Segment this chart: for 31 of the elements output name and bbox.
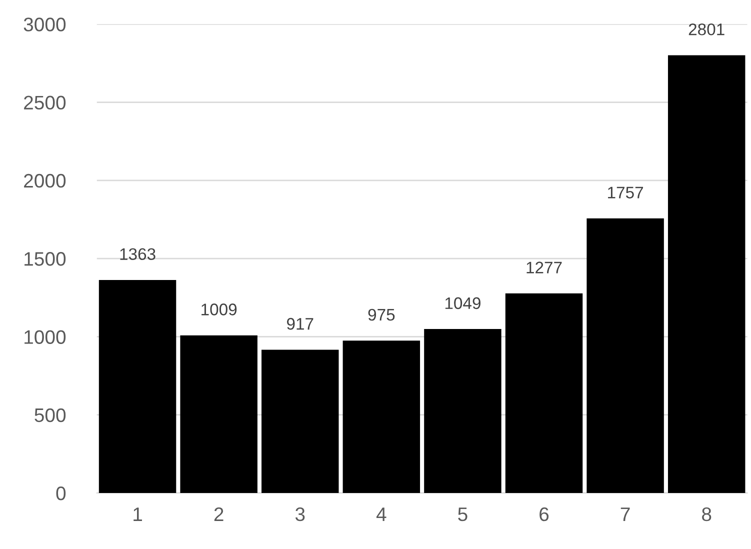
data-label: 2801 — [688, 23, 724, 36]
bar — [586, 218, 664, 493]
y-tick-label: 3000 — [24, 18, 66, 32]
data-label: 917 — [286, 318, 314, 330]
bar — [424, 329, 502, 493]
bar — [342, 340, 420, 493]
data-label: 1363 — [120, 248, 156, 260]
data-label: 1009 — [202, 304, 237, 316]
x-tick-label: 3 — [295, 507, 305, 522]
y-tick-label: 2000 — [24, 174, 66, 188]
bar — [180, 335, 258, 493]
x-tick-label: 8 — [702, 507, 712, 522]
bar — [98, 280, 176, 493]
x-tick-label: 4 — [376, 508, 386, 521]
data-label: 1757 — [608, 186, 644, 198]
data-label: 1049 — [445, 297, 480, 310]
x-tick-label: 2 — [214, 507, 224, 521]
bar — [262, 350, 339, 493]
x-tick-label: 7 — [620, 508, 630, 521]
y-tick-label: 500 — [34, 408, 66, 422]
y-tick-label: 1500 — [24, 252, 66, 266]
y-tick-label: 2500 — [24, 96, 66, 110]
bar — [505, 293, 583, 493]
x-tick-label: 5 — [458, 508, 468, 522]
y-tick-label: 0 — [56, 486, 66, 500]
y-tick-label: 1000 — [24, 330, 66, 344]
x-tick-label: 1 — [134, 508, 142, 521]
bar — [668, 55, 746, 493]
data-label: 1277 — [526, 262, 562, 274]
data-label: 975 — [368, 308, 395, 321]
x-tick-label: 6 — [540, 507, 549, 522]
